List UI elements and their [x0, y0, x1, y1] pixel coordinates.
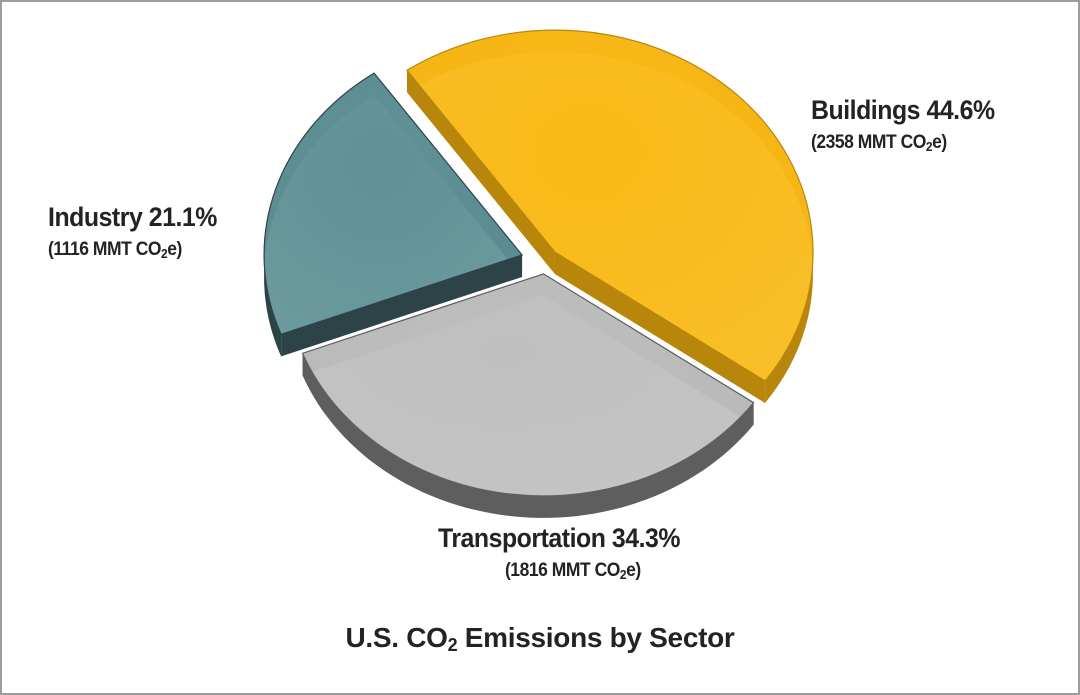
slice-transportation: [301, 273, 755, 497]
slice-wall-buildings-0: [406, 70, 555, 275]
chart-title: U.S. CO2 Emissions by Sector: [345, 622, 735, 655]
slice-wall-buildings-1: [554, 252, 766, 403]
label-transportation-value: (1816 MMT CO2e): [504, 560, 641, 582]
slice-buildings: [406, 29, 814, 382]
label-buildings-value: (2358 MMT CO2e): [811, 132, 947, 154]
label-buildings: Buildings 44.6% (2358 MMT CO2e): [811, 95, 995, 154]
label-transportation-title: Transportation 34.3%: [438, 523, 681, 553]
label-buildings-title: Buildings 44.6%: [811, 95, 995, 125]
label-industry-value: (1116 MMT CO2e): [48, 239, 182, 261]
label-industry: Industry 21.1% (1116 MMT CO2e): [48, 202, 217, 261]
label-transportation: Transportation 34.3% (1816 MMT CO2e): [438, 523, 681, 582]
pie-tops: [263, 29, 814, 497]
slice-wall-industry-0: [281, 254, 523, 357]
slice-industry: [263, 72, 524, 336]
slice-side-transportation: [302, 353, 754, 518]
label-industry-title: Industry 21.1%: [48, 202, 217, 232]
